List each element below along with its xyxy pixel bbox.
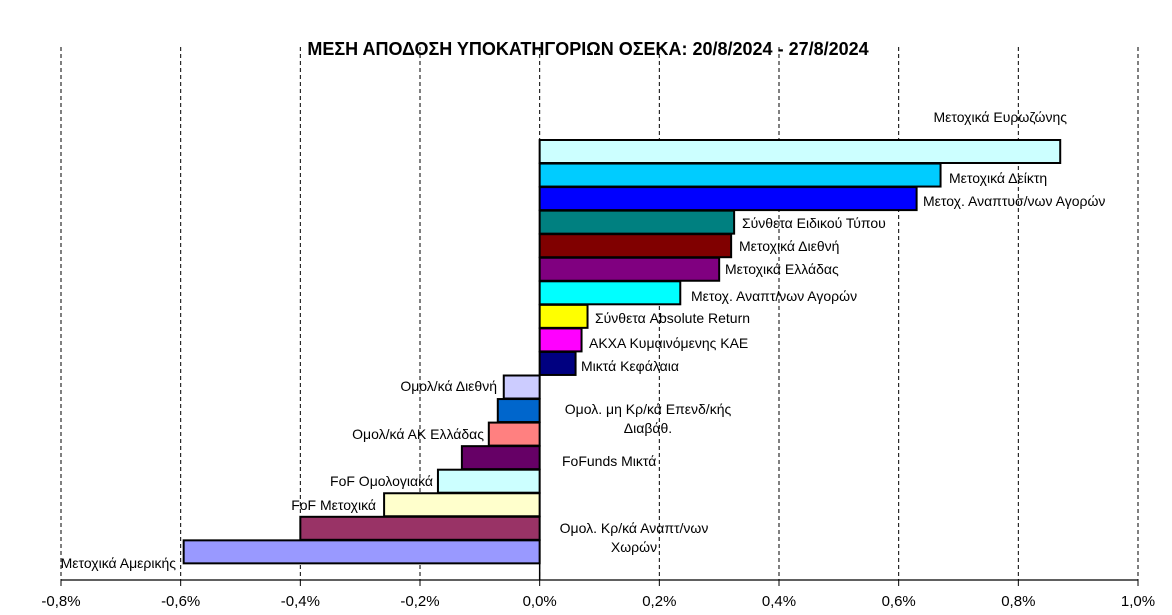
bar-label: Μετοχ. Αναπτ/νων Αγορών: [691, 288, 857, 304]
bar: [496, 398, 541, 424]
bar: [538, 327, 583, 353]
chart-title: ΜΕΣΗ ΑΠΟΔΟΣΗ ΥΠΟΚΑΤΗΓΟΡΙΩΝ ΟΣΕΚΑ: 20/8/2…: [307, 39, 868, 59]
bar-label: Ομολ/κά Διεθνή: [400, 378, 497, 394]
bar-label: Μετοχικά Ευρωζώνης: [933, 109, 1067, 125]
bar: [487, 421, 541, 447]
bar: [538, 162, 942, 188]
x-tick-label: 0,6%: [882, 593, 916, 610]
x-tick-label: 0,4%: [762, 593, 796, 610]
x-tick-label: 0,0%: [523, 593, 557, 610]
bar: [538, 280, 682, 306]
x-tick-label: 0,8%: [1001, 593, 1035, 610]
bar: [538, 303, 589, 329]
bar-label: Μετοχικά Δείκτη: [949, 170, 1047, 186]
x-tick-label: -0,2%: [400, 593, 439, 610]
bar-label: Σύνθετα Ειδικού Τύπου: [742, 215, 886, 231]
bar: [538, 233, 733, 259]
bar-label: Μετοχ. Αναπτυσ/νων Αγορών: [923, 193, 1105, 209]
bar-label: FoF Μετοχικά: [291, 497, 376, 513]
x-tick-label: -0,4%: [281, 593, 320, 610]
bar-label: Σύνθετα Absolute Return: [595, 310, 750, 326]
bar: [383, 492, 541, 518]
bar: [502, 374, 541, 400]
bar: [182, 539, 541, 565]
bar: [299, 515, 541, 541]
bar: [460, 445, 541, 471]
bar-label: Μικτά Κεφάλαια: [581, 358, 679, 374]
bars: [182, 139, 1062, 580]
bar-label: FoF Ομολογιακά: [330, 473, 433, 489]
bar: [436, 468, 541, 494]
x-tick-label: 0,2%: [642, 593, 676, 610]
bar: [538, 186, 918, 212]
bar: [538, 139, 1062, 164]
bar: [538, 350, 577, 376]
bar-label: Ομολ/κά ΑΚ Ελλάδας: [352, 426, 484, 442]
x-axis: -0,8% -0,6% -0,4% -0,2% 0,0% 0,2% 0,4% 0,6% 0,8%…: [41, 579, 1155, 610]
bar: [538, 256, 721, 282]
x-tick-label: -0,8%: [41, 593, 80, 610]
bar-label: ΑΚΧΑ Κυμαινόμενης ΚΑΕ: [589, 335, 748, 351]
bar-label: Ομολ. μη Κρ/κά Επενδ/κής Διαβάθ.: [565, 401, 732, 436]
bar-label: Μετοχικά Ελλάδας: [725, 261, 839, 277]
bar-label: Μετοχικά Διεθνή: [739, 238, 839, 254]
x-tick-label: 1,0%: [1121, 593, 1155, 610]
bar-labels: Μετοχικά Ευρωζώνης Μετοχικά Δείκτη Μετοχ. …: [61, 109, 1106, 571]
bar-label: Ομολ. Κρ/κά Αναπτ/νων Χωρών: [560, 520, 709, 555]
x-tick-label: -0,6%: [161, 593, 200, 610]
bar-label: Μετοχικά Αμερικής: [61, 555, 177, 571]
bar-label: FoFunds Μικτά: [562, 453, 656, 469]
bar: [538, 209, 736, 235]
